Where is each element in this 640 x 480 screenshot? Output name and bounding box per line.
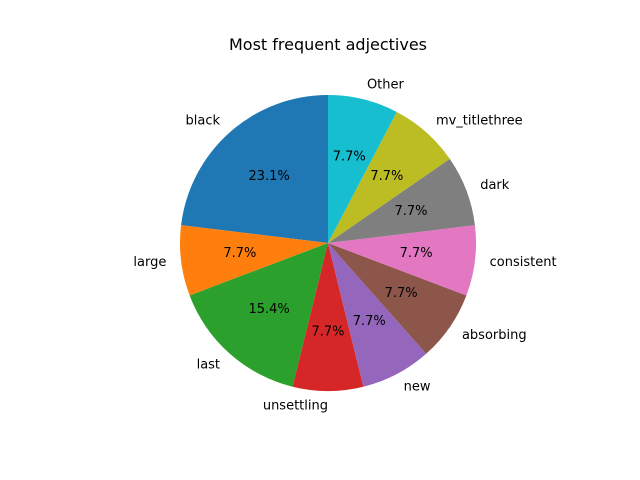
- slice-label-unsettling: unsettling: [263, 398, 328, 413]
- slice-label-black: black: [186, 114, 221, 129]
- chart-title: Most frequent adjectives: [229, 35, 427, 54]
- slice-percent-other: 7.7%: [333, 149, 366, 164]
- pie-slice-dark: [328, 158, 475, 243]
- slice-percent-last: 15.4%: [248, 302, 289, 317]
- slice-percent-unsettling: 7.7%: [311, 324, 344, 339]
- slice-label-mv-titlethree: mv_titlethree: [436, 114, 523, 129]
- slice-percent-new: 7.7%: [353, 314, 386, 329]
- slice-percent-dark: 7.7%: [395, 204, 428, 219]
- slice-percent-large: 7.7%: [223, 246, 256, 261]
- pie-slice-absorbing: [328, 243, 467, 354]
- pie-slice-black: [181, 95, 328, 243]
- slice-label-new: new: [404, 380, 431, 395]
- slice-percent-absorbing: 7.7%: [385, 286, 418, 301]
- pie-slice-mv-titlethree: [328, 111, 450, 243]
- slice-label-dark: dark: [480, 178, 510, 193]
- pie-slice-other: [328, 95, 397, 243]
- slice-label-large: large: [133, 255, 166, 270]
- pie-slice-large: [180, 225, 328, 296]
- pie-slice-last: [189, 243, 328, 387]
- pie-slice-unsettling: [292, 243, 364, 392]
- slice-label-last: last: [197, 357, 220, 372]
- pie-slice-new: [328, 243, 427, 387]
- slice-label-other: Other: [367, 77, 405, 92]
- slice-percent-mv-titlethree: 7.7%: [370, 169, 403, 184]
- slice-label-consistent: consistent: [490, 255, 557, 270]
- pie-labels: black 23.1% large 7.7% last 15.4% unsettling 7.…: [133, 77, 556, 413]
- slice-percent-consistent: 7.7%: [400, 246, 433, 261]
- slice-percent-black: 23.1%: [248, 169, 289, 184]
- pie-slice-consistent: [328, 225, 476, 296]
- pie-slices: [180, 95, 476, 392]
- slice-label-absorbing: absorbing: [462, 328, 527, 343]
